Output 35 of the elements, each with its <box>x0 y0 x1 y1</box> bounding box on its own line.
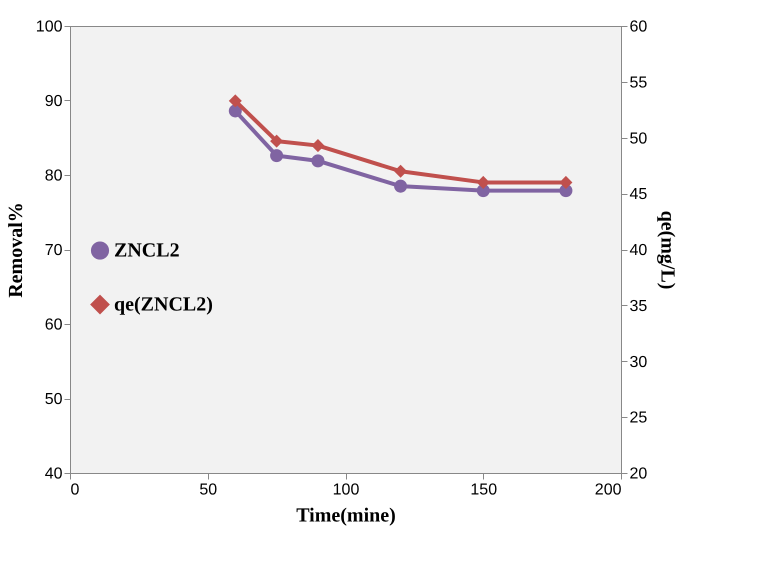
y-tick-label: 70 <box>44 242 63 259</box>
y2-tick-label: 50 <box>630 130 648 148</box>
point <box>559 176 572 189</box>
legend-label: ZNCL2 <box>114 240 180 262</box>
y-tick-label: 90 <box>44 93 63 110</box>
point <box>228 94 242 108</box>
x-tick-label: 200 <box>594 482 622 498</box>
y-axis-title: Removal% <box>4 202 27 298</box>
point <box>270 149 284 162</box>
y-tick-label: 60 <box>44 316 63 334</box>
y-tick-label: 40 <box>44 466 63 482</box>
point <box>270 134 284 148</box>
y2-tick-label: 20 <box>630 466 648 482</box>
point <box>311 139 324 152</box>
y-tick-label: 80 <box>44 168 63 184</box>
point <box>311 154 324 168</box>
x-tick-label: 100 <box>332 482 360 498</box>
point <box>394 180 408 193</box>
y2-tick-label: 30 <box>630 354 648 371</box>
x-tick-label: 50 <box>199 482 218 498</box>
point <box>394 164 408 178</box>
x-tick-label: 150 <box>470 482 498 498</box>
y2-tick-label: 35 <box>630 298 648 315</box>
y2-axis-title: qe(mg/L) <box>656 210 678 290</box>
y2-tick-label: 25 <box>630 410 648 427</box>
y2-tick-label: 55 <box>630 74 648 92</box>
x-axis-title: Time(mine) <box>296 504 396 526</box>
y-tick-label: 50 <box>44 391 63 408</box>
y2-tick-label: 60 <box>630 18 648 36</box>
point <box>476 176 490 189</box>
y2-tick-label: 45 <box>630 186 648 204</box>
y2-tick-label: 40 <box>630 242 648 259</box>
x-tick-label: 0 <box>70 482 80 498</box>
legend-label: qe(ZNCL2) <box>114 294 213 316</box>
y-tick-label: 100 <box>36 18 63 36</box>
